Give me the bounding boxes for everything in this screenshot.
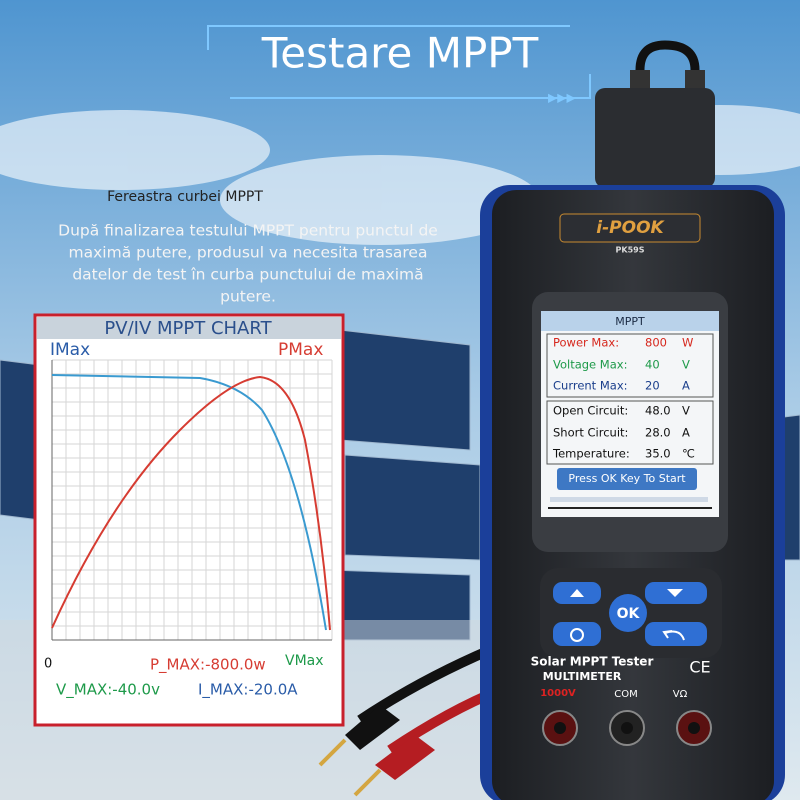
key-ok[interactable]: [609, 594, 647, 632]
row-label: Current Max:: [553, 379, 628, 393]
row-unit: W: [682, 336, 693, 350]
v-max: V_MAX:-40.0v: [56, 681, 160, 700]
caption-line: maximă putere, produsul va necesita tras…: [69, 244, 428, 262]
caption-line: datelor de test în curba punctului de ma…: [72, 266, 423, 284]
chart-grid: [51, 359, 333, 641]
pv-curve: [51, 375, 331, 631]
chart-panel: [33, 313, 345, 727]
brand-plate: [559, 213, 701, 243]
terminal-label: COM: [614, 689, 637, 700]
i-max: I_MAX:-20.0A: [198, 681, 298, 700]
row-value: 20: [645, 379, 660, 393]
screen-title-bar: [541, 311, 719, 331]
title-arrows: ▶▶▶: [548, 91, 576, 105]
row-unit: A: [682, 426, 690, 440]
cable-boot: [685, 70, 705, 90]
key-icons: [570, 589, 685, 642]
terminal-label: 1000V: [540, 688, 576, 699]
solar-panels: [0, 329, 800, 641]
row-label: Open Circuit:: [553, 404, 628, 418]
row-label: Short Circuit:: [553, 426, 628, 440]
row-unit: V: [682, 404, 690, 418]
connector: [595, 88, 715, 188]
iv-curve: [51, 374, 327, 631]
caption-line: După finalizarea testului MPPT pentru pu…: [58, 222, 438, 240]
device-label: Solar MPPT Tester: [531, 655, 654, 669]
row-value: 28.0: [645, 426, 671, 440]
chart-header: [37, 317, 341, 339]
key-ok-label: OK: [617, 606, 641, 622]
key-power[interactable]: [553, 622, 601, 646]
ce-mark: CE: [689, 658, 710, 677]
caption-heading: Fereastra curbei MPPT: [107, 189, 263, 205]
start-button-label: Press OK Key To Start: [568, 472, 686, 485]
screen-title: MPPT: [615, 315, 645, 328]
row-value: 35.0: [645, 447, 671, 461]
key-back[interactable]: [645, 622, 707, 646]
origin-label: 0: [44, 657, 52, 672]
brand: i-POOK: [596, 218, 665, 238]
x-label: VMax: [285, 653, 324, 669]
row-label: Temperature:: [552, 447, 630, 461]
left-label: IMax: [50, 340, 90, 360]
caption-body: După finalizarea testului MPPT pentru pu…: [58, 222, 438, 306]
row-unit: V: [682, 358, 690, 372]
model: PK59S: [616, 246, 645, 255]
title-frame: [207, 25, 591, 99]
cable-boot: [630, 70, 650, 90]
start-button[interactable]: [557, 468, 697, 490]
jacks: [542, 710, 712, 746]
p-max: P_MAX:-800.0w: [150, 656, 266, 675]
terminal-label: VΩ: [673, 689, 688, 700]
row-value: 800: [645, 336, 667, 350]
chart-title: PV/IV MPPT CHART: [104, 318, 272, 339]
progress-track: [550, 497, 708, 502]
screen-rows: Power Max: 800 W Voltage Max: 40 V Current Max…: [552, 336, 695, 461]
caption-line: putere.: [220, 288, 276, 306]
title: Testare MPPT: [261, 29, 539, 78]
screen-box: [546, 333, 714, 398]
right-label: PMax: [278, 340, 323, 360]
row-value: 40: [645, 358, 660, 372]
cable: [635, 40, 700, 90]
row-value: 48.0: [645, 404, 671, 418]
row-label: Voltage Max:: [553, 358, 627, 372]
device-sublabel: MULTIMETER: [543, 670, 622, 683]
row-label: Power Max:: [553, 336, 619, 350]
row-unit: ℃: [682, 447, 695, 461]
row-unit: A: [682, 379, 690, 393]
screen-box: [546, 400, 714, 465]
